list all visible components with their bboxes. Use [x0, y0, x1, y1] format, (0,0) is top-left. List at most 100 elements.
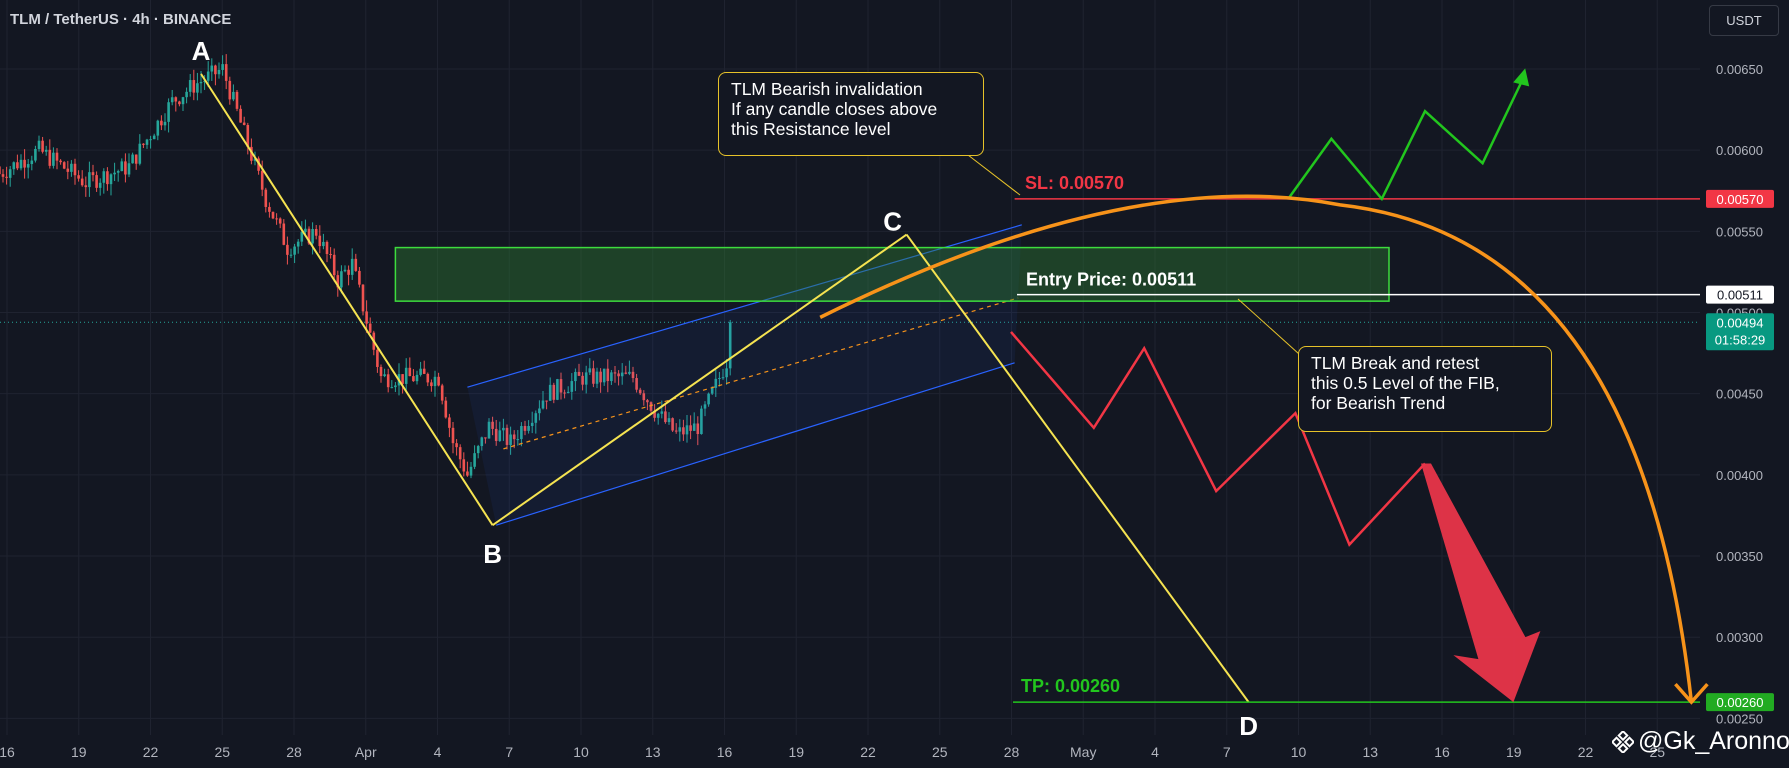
price-tick-label: 0.00650 [1716, 62, 1763, 77]
candle-body [131, 154, 134, 164]
candle-body [239, 108, 242, 123]
annotation-line: this Resistance level [731, 119, 891, 139]
candle-body [116, 171, 120, 173]
candle-body [282, 223, 286, 245]
candle-body [484, 437, 487, 439]
date-tick-label: 4 [1151, 744, 1159, 760]
entry-zone [394, 246, 1390, 302]
candle-body [433, 376, 437, 387]
date-tick-label: 16 [0, 744, 15, 760]
date-tick-label: 22 [1578, 744, 1594, 760]
candle-body [671, 418, 674, 431]
entry-price-tag: 0.00511 [1717, 288, 1763, 303]
candle-body [642, 393, 646, 401]
candle-body [390, 387, 394, 389]
candle-body [419, 368, 422, 375]
candle-body [322, 241, 325, 247]
candle-body [235, 91, 239, 109]
candle-body [466, 471, 469, 476]
candle-body [113, 172, 116, 175]
price-tick-label: 0.00250 [1716, 711, 1763, 726]
candle-body [401, 374, 404, 384]
candle-body [649, 402, 653, 411]
candle-body [696, 423, 700, 435]
candle-body [358, 270, 361, 285]
date-tick-label: 16 [717, 744, 733, 760]
pattern-point-label: C [883, 207, 902, 237]
candle-body [566, 391, 570, 393]
candle-body [682, 427, 685, 435]
candle-body [260, 170, 264, 190]
candle-body [664, 411, 667, 423]
price-tick-label: 0.00450 [1716, 387, 1763, 402]
candle-body [660, 411, 664, 414]
entry-price-label: Entry Price: 0.00511 [1026, 270, 1196, 290]
price-tick-label: 0.00300 [1716, 630, 1763, 645]
candle-body [480, 437, 484, 447]
channel-fill [467, 224, 1022, 526]
candle-body [527, 426, 530, 431]
candle-body [59, 160, 62, 163]
candle-body [444, 400, 448, 418]
date-tick-label: 19 [788, 744, 804, 760]
annotation-line: for Bearish Trend [1311, 393, 1446, 413]
candle-body [570, 381, 574, 392]
bar-countdown: 01:58:29 [1715, 332, 1766, 347]
price-axis[interactable]: 0.00250 0.00300 0.00350 0.00400 0.00450 0.005… [1706, 62, 1774, 726]
candle-body [224, 64, 228, 81]
candle-body [343, 269, 347, 272]
date-tick-label: 19 [1506, 744, 1522, 760]
candle-body [19, 159, 23, 169]
candle-body [30, 160, 34, 165]
candle-body [170, 97, 174, 103]
candle-body [336, 275, 340, 288]
candle-body [509, 434, 512, 445]
candle-body [138, 143, 142, 164]
candle-body [678, 427, 682, 432]
candle-body [41, 140, 44, 152]
candle-body [264, 189, 268, 207]
candle-body [304, 228, 307, 232]
currency-button[interactable]: USDT [1709, 5, 1779, 36]
green-arrowhead [1513, 68, 1530, 87]
candle-body [628, 371, 631, 374]
candle-body [250, 146, 253, 161]
candle-body [451, 427, 455, 444]
candle-body [674, 430, 678, 432]
candle-body [491, 421, 494, 429]
candle-body [556, 379, 559, 400]
date-tick-label: 13 [645, 744, 661, 760]
candle-body [617, 373, 620, 377]
candle-body [448, 417, 451, 428]
candle-body [710, 387, 714, 394]
candle-body [689, 425, 692, 431]
candle-body [361, 284, 365, 312]
candle-body [426, 373, 430, 383]
candle-body [325, 241, 329, 255]
candle-body [408, 367, 412, 377]
candle-body [703, 404, 707, 409]
projection-arc-arrowhead [1674, 682, 1709, 705]
candle-body [383, 374, 386, 377]
entry-price-tag-bg [1706, 285, 1774, 304]
candle-body [534, 413, 538, 423]
candle-body [0, 166, 1, 175]
candle-body [228, 80, 232, 100]
candle-body [430, 382, 433, 387]
candle-body [314, 229, 318, 236]
candle-body [685, 425, 689, 435]
time-axis[interactable]: 16 19 22 25 28 Apr 4 7 10 13 16 19 22 25 28 May 4 7 10 13 16… [0, 744, 1665, 760]
candle-body [498, 430, 502, 441]
annotation-line: TLM Break and retest [1311, 353, 1480, 373]
candle-body [106, 171, 109, 185]
candle-body [494, 428, 498, 441]
sl-price-tag: 0.00570 [1717, 192, 1764, 207]
candle-body [98, 182, 102, 188]
candle-body [502, 427, 505, 431]
price-tick-label: 0.00350 [1716, 549, 1763, 564]
chart-grid [0, 0, 1700, 735]
candle-body [120, 161, 124, 172]
candle-body [278, 218, 282, 224]
take-profit-label: TP: 0.00260 [1021, 676, 1120, 696]
